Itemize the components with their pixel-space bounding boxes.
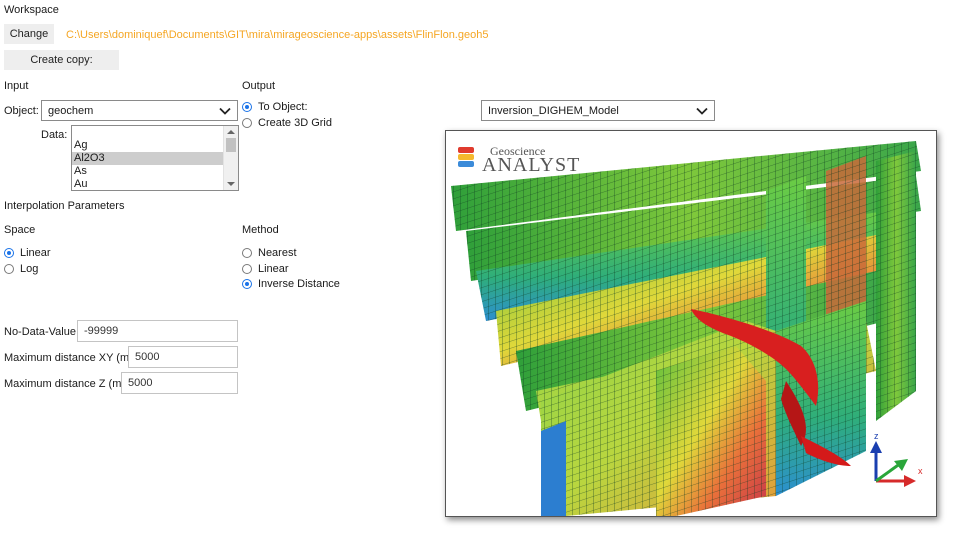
output-heading: Output xyxy=(242,80,276,92)
data-option-selected[interactable]: Al2O3 xyxy=(72,152,238,165)
axis-z-label: z xyxy=(874,431,879,441)
interpolation-heading: Interpolation Parameters xyxy=(4,200,125,212)
data-option[interactable]: As xyxy=(74,165,87,177)
input-heading: Input xyxy=(4,80,29,92)
output-object-select[interactable]: Inversion_DIGHEM_Model xyxy=(481,100,715,121)
method-option-label: Nearest xyxy=(258,247,297,259)
output-option-to-object[interactable]: To Object: xyxy=(242,101,308,113)
chevron-down-icon xyxy=(219,107,231,115)
method-option-nearest[interactable]: Nearest xyxy=(242,247,297,259)
max-z-input[interactable] xyxy=(121,372,238,394)
chevron-down-icon xyxy=(696,107,708,115)
object-select[interactable]: geochem xyxy=(41,100,238,121)
logo-text-top: Geoscience xyxy=(490,144,545,158)
space-option-linear[interactable]: Linear xyxy=(4,247,51,259)
radio-icon[interactable] xyxy=(4,264,14,274)
method-option-label: Linear xyxy=(258,263,289,275)
radio-selected-icon[interactable] xyxy=(4,248,14,258)
max-xy-input[interactable] xyxy=(128,346,238,368)
scroll-up-icon[interactable] xyxy=(224,127,238,137)
method-option-label: Inverse Distance xyxy=(258,278,340,290)
max-xy-label: Maximum distance XY (m) xyxy=(4,352,133,364)
space-heading: Space xyxy=(4,224,36,236)
radio-icon[interactable] xyxy=(242,264,252,274)
data-option[interactable]: Ag xyxy=(74,139,88,151)
axes-triad-icon: z x xyxy=(870,431,923,487)
method-heading: Method xyxy=(242,224,279,236)
radio-icon[interactable] xyxy=(242,248,252,258)
viewer-3d[interactable]: Geoscience ANALYST z x xyxy=(445,130,937,517)
space-option-log[interactable]: Log xyxy=(4,263,38,275)
voxel-sections-image[interactable]: Geoscience ANALYST z x xyxy=(446,131,936,516)
method-option-inverse-distance[interactable]: Inverse Distance xyxy=(242,278,340,290)
output-option-label: To Object: xyxy=(258,101,308,113)
change-workspace-button[interactable]: Change xyxy=(4,24,54,44)
radio-selected-icon[interactable] xyxy=(242,102,252,112)
scroll-down-icon[interactable] xyxy=(224,179,238,189)
data-option[interactable]: Au xyxy=(74,178,88,190)
output-object-select-value: Inversion_DIGHEM_Model xyxy=(488,104,619,117)
axis-x-label: x xyxy=(918,466,923,476)
space-option-label: Log xyxy=(20,263,39,275)
method-option-linear[interactable]: Linear xyxy=(242,263,289,275)
workspace-heading: Workspace xyxy=(4,4,59,16)
object-select-value: geochem xyxy=(48,104,94,117)
no-data-label: No-Data-Value xyxy=(4,326,76,338)
radio-icon[interactable] xyxy=(242,118,252,128)
logo-text-bottom: ANALYST xyxy=(482,154,580,176)
workspace-path: C:\Users\dominiquef\Documents\GIT\mira\m… xyxy=(66,29,489,41)
no-data-input[interactable] xyxy=(77,320,238,342)
output-option-label: Create 3D Grid xyxy=(258,117,332,129)
create-copy-button[interactable]: Create copy: xyxy=(4,50,119,70)
scroll-thumb[interactable] xyxy=(226,138,236,152)
data-option[interactable] xyxy=(72,126,238,139)
data-listbox[interactable]: Ag Al2O3 As Au xyxy=(71,125,239,191)
geoscience-analyst-logo: Geoscience ANALYST xyxy=(458,144,580,176)
output-option-create-grid[interactable]: Create 3D Grid xyxy=(242,117,332,129)
radio-selected-icon[interactable] xyxy=(242,279,252,289)
space-option-label: Linear xyxy=(20,247,51,259)
ore-body xyxy=(691,309,851,466)
data-listbox-scrollbar[interactable] xyxy=(223,126,238,190)
object-label: Object: xyxy=(4,105,39,117)
data-label: Data: xyxy=(41,129,68,141)
max-z-label: Maximum distance Z (m) xyxy=(4,378,126,390)
